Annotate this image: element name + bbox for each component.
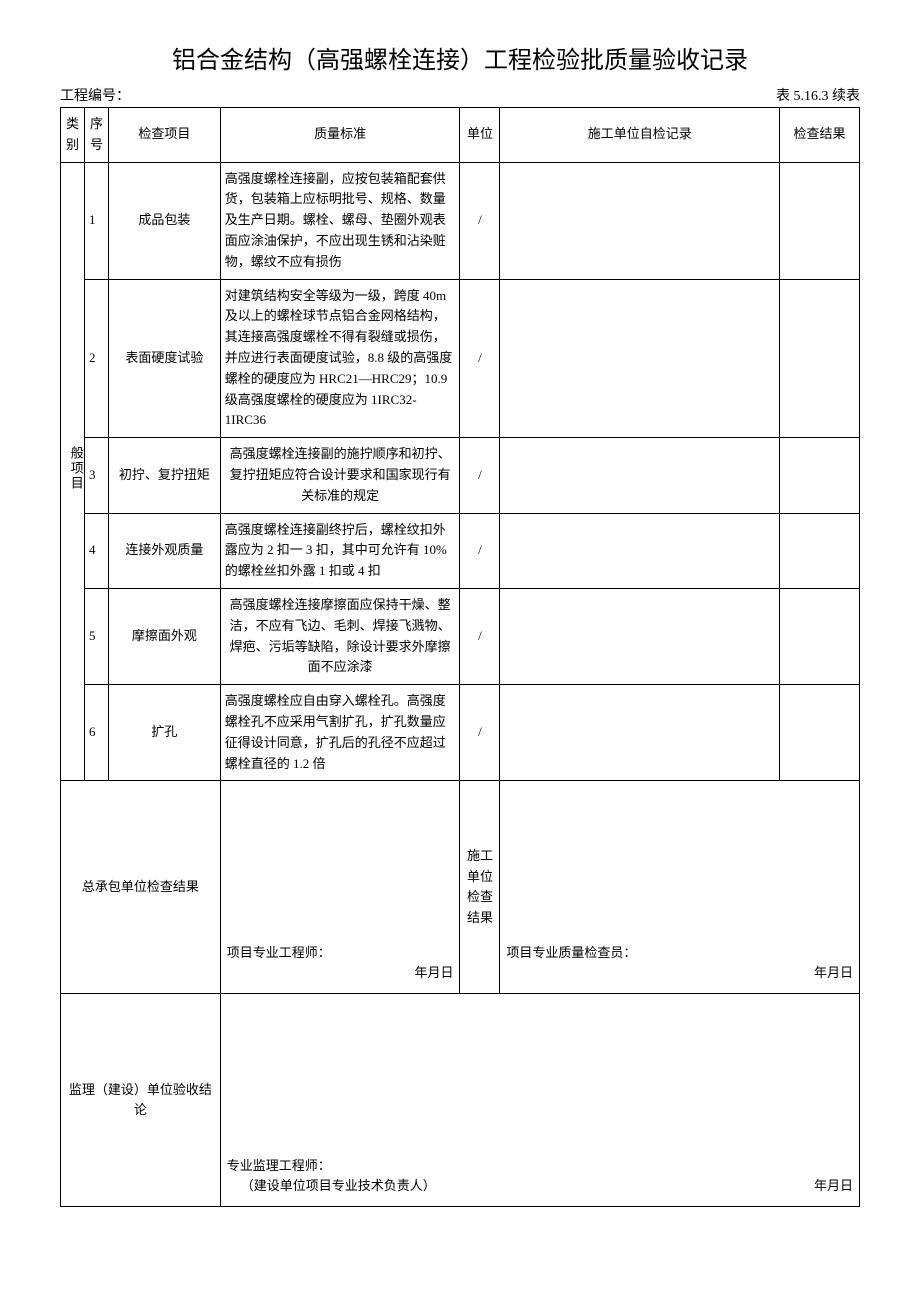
result-cell bbox=[780, 279, 860, 438]
seq-cell: 1 bbox=[84, 162, 108, 279]
table-row: 5 摩擦面外观 高强度螺栓连接摩擦面应保持干燥、整洁，不应有飞边、毛刺、焊接飞溅… bbox=[61, 588, 860, 684]
supervisor-sig-label: 专业监理工程师： bbox=[227, 1156, 331, 1177]
unit-cell: / bbox=[460, 279, 500, 438]
seq-cell: 6 bbox=[84, 685, 108, 781]
unit-cell: / bbox=[460, 513, 500, 588]
col-category: 类别 bbox=[61, 108, 85, 163]
category-label: 般项目 bbox=[65, 446, 86, 491]
item-cell: 扩孔 bbox=[108, 685, 220, 781]
item-cell: 表面硬度试验 bbox=[108, 279, 220, 438]
self-check-cell bbox=[500, 438, 780, 513]
table-row: 般项目 1 成品包装 高强度螺栓连接副，应按包装箱配套供货，包装箱上应标明批号、… bbox=[61, 162, 860, 279]
supervisor-sig-block: 专业监理工程师： （建设单位项目专业技术负责人） 年月日 bbox=[220, 994, 859, 1207]
col-item: 检查项目 bbox=[108, 108, 220, 163]
supervisor-date: 年月日 bbox=[814, 1176, 853, 1197]
supervisor-sub-label: （建设单位项目专业技术负责人） bbox=[241, 1176, 436, 1197]
builder-sig-label: 项目专业质量检查员： bbox=[506, 943, 636, 964]
table-row: 2 表面硬度试验 对建筑结构安全等级为一级，跨度 40m 及以上的螺栓球节点铝合… bbox=[61, 279, 860, 438]
result-cell bbox=[780, 513, 860, 588]
standard-cell: 高强度螺栓连接副的施拧顺序和初拧、复拧扭矩应符合设计要求和国家现行有关标准的规定 bbox=[220, 438, 460, 513]
table-row: 4 连接外观质量 高强度螺栓连接副终拧后，螺栓纹扣外露应为 2 扣一 3 扣，其… bbox=[61, 513, 860, 588]
project-number-label: 工程编号： bbox=[60, 85, 130, 105]
contractor-result-label: 总承包单位检查结果 bbox=[61, 781, 221, 994]
unit-cell: / bbox=[460, 588, 500, 684]
result-cell bbox=[780, 685, 860, 781]
table-number-label: 表 5.16.3 续表 bbox=[776, 85, 860, 105]
builder-date: 年月日 bbox=[814, 963, 853, 984]
self-check-cell bbox=[500, 685, 780, 781]
seq-cell: 5 bbox=[84, 588, 108, 684]
signature-row-2: 监理（建设）单位验收结论 专业监理工程师： （建设单位项目专业技术负责人） 年月… bbox=[61, 994, 860, 1207]
self-check-cell bbox=[500, 162, 780, 279]
header-row: 工程编号： 表 5.16.3 续表 bbox=[60, 85, 860, 105]
contractor-sig-block: 项目专业工程师： 年月日 bbox=[220, 781, 460, 994]
contractor-sig-label: 项目专业工程师： bbox=[227, 943, 331, 964]
unit-cell: / bbox=[460, 438, 500, 513]
seq-cell: 2 bbox=[84, 279, 108, 438]
item-cell: 摩擦面外观 bbox=[108, 588, 220, 684]
result-cell bbox=[780, 438, 860, 513]
col-unit: 单位 bbox=[460, 108, 500, 163]
standard-cell: 高强度螺栓连接副终拧后，螺栓纹扣外露应为 2 扣一 3 扣，其中可允许有 10%… bbox=[220, 513, 460, 588]
item-cell: 连接外观质量 bbox=[108, 513, 220, 588]
builder-result-label: 施工单位检查结果 bbox=[460, 781, 500, 994]
self-check-cell bbox=[500, 513, 780, 588]
inspection-table: 类别 序号 检查项目 质量标准 单位 施工单位自检记录 检查结果 般项目 1 成… bbox=[60, 107, 860, 1207]
self-check-cell bbox=[500, 588, 780, 684]
seq-cell: 3 bbox=[84, 438, 108, 513]
builder-sig-block: 项目专业质量检查员： 年月日 bbox=[500, 781, 860, 994]
result-cell bbox=[780, 162, 860, 279]
unit-cell: / bbox=[460, 685, 500, 781]
signature-row-1: 总承包单位检查结果 项目专业工程师： 年月日 施工单位检查结果 项目专业质量检查… bbox=[61, 781, 860, 994]
item-cell: 初拧、复拧扭矩 bbox=[108, 438, 220, 513]
table-header-row: 类别 序号 检查项目 质量标准 单位 施工单位自检记录 检查结果 bbox=[61, 108, 860, 163]
self-check-cell bbox=[500, 279, 780, 438]
seq-cell: 4 bbox=[84, 513, 108, 588]
col-result: 检查结果 bbox=[780, 108, 860, 163]
category-cell: 般项目 bbox=[61, 162, 85, 781]
table-row: 6 扩孔 高强度螺栓应自由穿入螺栓孔。高强度螺栓孔不应采用气割扩孔，扩孔数量应征… bbox=[61, 685, 860, 781]
supervisor-label: 监理（建设）单位验收结论 bbox=[61, 994, 221, 1207]
col-seq: 序号 bbox=[84, 108, 108, 163]
table-row: 3 初拧、复拧扭矩 高强度螺栓连接副的施拧顺序和初拧、复拧扭矩应符合设计要求和国… bbox=[61, 438, 860, 513]
standard-cell: 对建筑结构安全等级为一级，跨度 40m 及以上的螺栓球节点铝合金网格结构，其连接… bbox=[220, 279, 460, 438]
standard-cell: 高强度螺栓连接副，应按包装箱配套供货，包装箱上应标明批号、规格、数量及生产日期。… bbox=[220, 162, 460, 279]
standard-cell: 高强度螺栓连接摩擦面应保持干燥、整洁，不应有飞边、毛刺、焊接飞溅物、焊疤、污垢等… bbox=[220, 588, 460, 684]
unit-cell: / bbox=[460, 162, 500, 279]
standard-cell: 高强度螺栓应自由穿入螺栓孔。高强度螺栓孔不应采用气割扩孔，扩孔数量应征得设计同意… bbox=[220, 685, 460, 781]
col-self-check: 施工单位自检记录 bbox=[500, 108, 780, 163]
col-standard: 质量标准 bbox=[220, 108, 460, 163]
page-title: 铝合金结构（高强螺栓连接）工程检验批质量验收记录 bbox=[60, 40, 860, 75]
result-cell bbox=[780, 588, 860, 684]
item-cell: 成品包装 bbox=[108, 162, 220, 279]
contractor-date: 年月日 bbox=[414, 963, 453, 984]
